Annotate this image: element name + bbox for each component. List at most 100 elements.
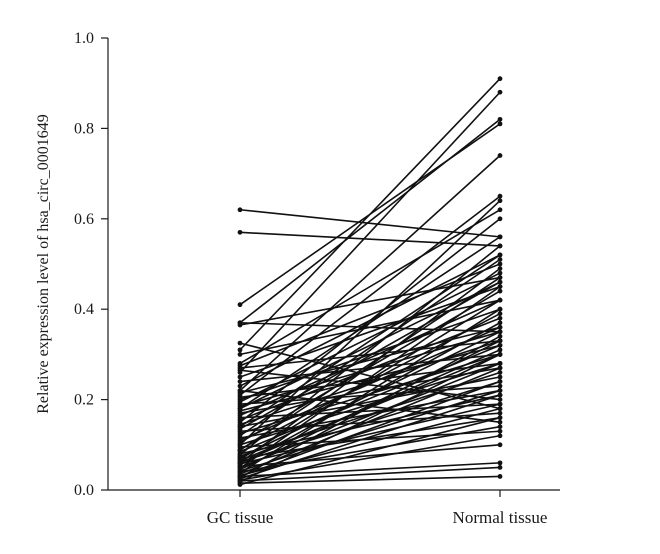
sample-pair-line xyxy=(239,349,501,464)
sample-pair-line xyxy=(239,208,501,238)
normal-tissue-point xyxy=(497,465,503,470)
normal-tissue-point xyxy=(497,315,503,321)
normal-tissue-point xyxy=(497,338,503,344)
normal-tissue-point xyxy=(497,442,503,448)
normal-tissue-point xyxy=(497,406,503,412)
gc-tissue-point xyxy=(237,388,243,393)
sample-pair-line xyxy=(239,317,501,421)
normal-tissue-point xyxy=(497,324,503,330)
sample-pair-line xyxy=(239,254,501,428)
sample-pair-line xyxy=(239,77,501,351)
gc-tissue-point xyxy=(237,229,243,235)
x-category-label: GC tissue xyxy=(207,508,274,527)
sample-pair-line xyxy=(239,281,501,410)
normal-tissue-point xyxy=(497,311,503,317)
normal-tissue-point xyxy=(497,424,503,430)
normal-tissue-point xyxy=(497,193,503,199)
gc-tissue-point xyxy=(237,424,243,430)
normal-tissue-point xyxy=(497,401,503,407)
sample-pair-line xyxy=(239,267,501,464)
normal-tissue-point xyxy=(497,433,503,439)
sample-pair-line xyxy=(239,118,501,324)
normal-tissue-point xyxy=(497,365,503,371)
gc-tissue-point xyxy=(237,352,243,357)
normal-tissue-point xyxy=(497,329,503,335)
gc-tissue-point xyxy=(237,340,243,346)
normal-tissue-point xyxy=(497,342,503,348)
x-ticks: GC tissue Normal tissue xyxy=(207,490,548,527)
sample-pair-line xyxy=(239,154,501,392)
series-lines xyxy=(239,77,501,486)
gc-tissue-point xyxy=(237,442,243,448)
sample-pair-line xyxy=(239,403,501,419)
sample-pair-line xyxy=(239,367,501,475)
y-tick-label: 0.2 xyxy=(74,392,94,409)
y-tick-label: 0.6 xyxy=(74,211,94,228)
y-tick-label: 0.8 xyxy=(74,120,94,137)
sample-pair-line xyxy=(239,299,501,461)
sample-pair-line xyxy=(239,308,501,401)
y-tick-label: 1.0 xyxy=(74,30,94,47)
normal-tissue-point xyxy=(497,89,503,95)
gc-tissue-point xyxy=(237,347,243,353)
normal-tissue-point xyxy=(497,352,503,357)
normal-tissue-point xyxy=(497,261,503,267)
normal-tissue-point xyxy=(497,297,503,303)
gc-tissue-point xyxy=(237,383,243,389)
normal-tissue-point xyxy=(497,410,503,416)
normal-tissue-point xyxy=(497,374,503,380)
normal-tissue-point xyxy=(497,397,503,402)
normal-tissue-point xyxy=(497,243,503,249)
gc-tissue-point xyxy=(237,460,243,466)
normal-tissue-point xyxy=(497,257,503,262)
normal-tissue-point xyxy=(497,266,503,271)
axes xyxy=(107,38,560,491)
normal-tissue-point xyxy=(497,234,503,240)
normal-tissue-point xyxy=(497,279,503,285)
sample-pair-line xyxy=(239,475,501,485)
normal-tissue-point xyxy=(497,284,503,289)
normal-tissue-point xyxy=(497,153,503,158)
gc-tissue-point xyxy=(237,302,243,308)
normal-tissue-point xyxy=(497,198,503,204)
normal-tissue-point xyxy=(497,388,503,393)
sample-pair-line xyxy=(239,285,501,470)
sample-pair-line xyxy=(239,340,501,426)
normal-tissue-point xyxy=(497,428,503,434)
sample-pair-line xyxy=(239,231,501,247)
gc-tissue-point xyxy=(237,320,243,326)
normal-tissue-point xyxy=(497,379,503,384)
normal-tissue-point xyxy=(497,270,503,276)
normal-tissue-point xyxy=(497,333,503,339)
sample-pair-line xyxy=(239,308,501,474)
sample-pair-line xyxy=(239,195,501,396)
gc-tissue-point xyxy=(237,379,243,384)
sample-pair-line xyxy=(239,416,501,460)
gc-tissue-point xyxy=(237,474,243,479)
normal-tissue-point xyxy=(497,415,503,421)
normal-tissue-point xyxy=(497,370,503,375)
sample-pair-line xyxy=(239,199,501,446)
sample-pair-line xyxy=(239,299,501,417)
sample-pair-line xyxy=(239,299,501,356)
normal-tissue-point xyxy=(497,383,503,389)
sample-pair-line xyxy=(239,91,501,374)
sample-pair-line xyxy=(239,276,501,326)
normal-tissue-point xyxy=(497,216,503,222)
gc-tissue-point xyxy=(237,374,243,380)
normal-tissue-point xyxy=(497,306,503,312)
normal-tissue-point xyxy=(497,392,503,398)
y-tick-label: 0.4 xyxy=(74,301,94,318)
sample-pair-line xyxy=(239,245,501,456)
sample-pair-line xyxy=(239,416,501,486)
sample-pair-line xyxy=(239,276,501,452)
sample-pair-line xyxy=(239,321,501,466)
x-category-label: Normal tissue xyxy=(453,508,548,527)
sample-pair-line xyxy=(239,340,501,471)
sample-pair-line xyxy=(239,258,501,437)
sample-pair-line xyxy=(239,326,501,394)
normal-tissue-point xyxy=(497,320,503,326)
normal-tissue-point xyxy=(497,419,503,425)
y-tick-label: 0.0 xyxy=(74,482,94,499)
